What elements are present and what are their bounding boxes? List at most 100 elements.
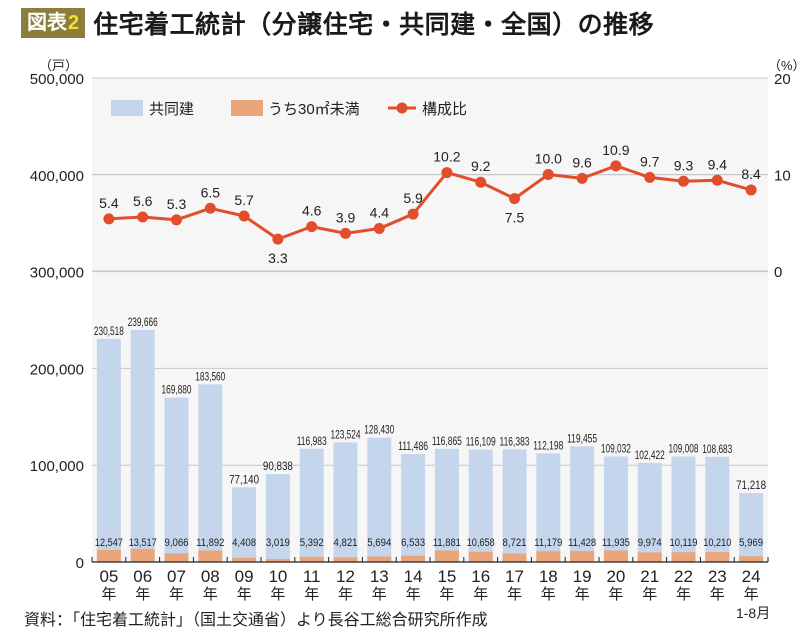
ratio-label: 9.3 <box>674 157 694 173</box>
x-tick-label: 21 <box>640 567 659 586</box>
ratio-point <box>711 174 723 186</box>
bar-small-label: 12,547 <box>95 537 123 549</box>
x-tick-suffix: 年 <box>338 586 353 603</box>
bar-total <box>739 493 764 562</box>
bar-total <box>536 453 561 562</box>
bar-total <box>130 330 155 562</box>
bar-total <box>232 487 257 562</box>
legend-swatch-small <box>231 100 263 116</box>
ratio-point <box>576 172 588 184</box>
left-axis-tick-label: 500,000 <box>30 71 84 88</box>
bar-total <box>299 448 324 562</box>
ratio-point <box>373 223 385 235</box>
x-tick-label: 20 <box>606 567 625 586</box>
x-tick-suffix: 年 <box>372 586 387 603</box>
ratio-point <box>238 210 250 222</box>
ratio-label: 5.6 <box>133 193 153 209</box>
x-last-category-note: 1-8月 <box>736 605 770 621</box>
bar-small <box>265 559 290 562</box>
legend-label-small: うち30㎡未満 <box>268 101 360 118</box>
ratio-point <box>745 184 757 196</box>
x-tick-label: 11 <box>303 567 321 586</box>
x-tick-label: 13 <box>370 567 389 586</box>
bar-total-label: 109,032 <box>601 441 631 455</box>
x-tick-suffix: 年 <box>710 586 725 603</box>
ratio-point <box>644 171 656 183</box>
bar-small <box>198 550 223 562</box>
ratio-label: 9.7 <box>640 153 660 169</box>
bar-small-label: 11,179 <box>534 537 562 549</box>
bar-total <box>603 456 628 562</box>
x-tick-suffix: 年 <box>237 586 252 603</box>
ratio-label: 6.5 <box>201 184 221 200</box>
legend-label-ratio: 構成比 <box>422 101 467 118</box>
bar-total-label: 169,880 <box>162 383 192 397</box>
bar-small-label: 9,974 <box>638 537 662 549</box>
bar-small-label: 10,210 <box>703 537 731 549</box>
ratio-label: 9.4 <box>708 156 728 172</box>
ratio-point <box>137 211 149 223</box>
plot-background <box>92 78 768 562</box>
ratio-label: 10.9 <box>602 142 629 158</box>
bar-small <box>130 548 155 562</box>
x-tick-suffix: 年 <box>439 586 454 603</box>
bar-total-label: 71,218 <box>736 478 766 492</box>
ratio-label: 8.4 <box>741 166 761 182</box>
figure-badge-label: 図表 <box>27 12 67 34</box>
x-tick-label: 23 <box>708 567 727 586</box>
right-axis-unit: （%） <box>768 58 806 73</box>
bar-small-label: 8,721 <box>503 537 527 549</box>
bar-total-label: 239,666 <box>128 315 158 329</box>
bar-total-label: 116,865 <box>432 434 462 448</box>
x-tick-suffix: 年 <box>473 586 488 603</box>
bar-total-label: 77,140 <box>229 472 259 486</box>
bar-total-label: 116,983 <box>297 434 327 448</box>
bar-small <box>705 552 730 562</box>
bar-small <box>299 556 324 562</box>
x-tick-label: 10 <box>268 567 287 586</box>
bar-total-label: 183,560 <box>195 369 225 383</box>
legend-swatch-marker <box>396 102 408 114</box>
bar-total <box>705 456 730 562</box>
ratio-point <box>678 175 689 187</box>
source-note: 資料：「住宅着工統計」（国土交通省）より長谷工総合研究所作成 <box>24 612 488 629</box>
x-tick-suffix: 年 <box>270 586 285 603</box>
x-tick-label: 05 <box>99 567 118 586</box>
x-tick-label: 12 <box>336 567 355 586</box>
legend-swatch-total <box>111 100 143 116</box>
bar-total-label: 230,518 <box>94 324 124 338</box>
ratio-label: 7.5 <box>505 210 525 226</box>
bar-total <box>198 384 223 562</box>
ratio-point <box>509 193 520 205</box>
bar-small-label: 11,428 <box>568 537 596 549</box>
bar-small <box>96 549 121 562</box>
bar-small <box>468 551 493 562</box>
left-axis-tick-label: 300,000 <box>30 265 84 282</box>
bar-total <box>637 462 662 562</box>
ratio-label: 10.0 <box>535 151 562 167</box>
x-tick-suffix: 年 <box>575 586 590 603</box>
x-tick-suffix: 年 <box>744 586 759 603</box>
ratio-label: 5.4 <box>99 195 119 211</box>
ratio-point <box>542 169 554 180</box>
ratio-point <box>103 213 115 225</box>
ratio-point <box>306 221 318 233</box>
x-tick-suffix: 年 <box>304 586 319 603</box>
ratio-point <box>272 233 284 245</box>
x-tick-label: 14 <box>404 567 423 586</box>
x-tick-suffix: 年 <box>507 586 522 603</box>
x-tick-label: 07 <box>167 567 186 586</box>
bar-total-label: 128,430 <box>364 423 394 437</box>
bar-small-label: 11,881 <box>433 537 461 549</box>
bar-small-label: 13,517 <box>129 537 157 549</box>
bar-total-label: 108,683 <box>702 442 732 456</box>
x-tick-label: 09 <box>235 567 254 586</box>
x-tick-label: 15 <box>437 567 456 586</box>
bar-small-label: 5,969 <box>739 537 763 549</box>
bar-small-label: 5,694 <box>367 537 391 549</box>
x-tick-suffix: 年 <box>101 586 116 603</box>
right-axis-tick-label: 20 <box>774 71 791 88</box>
bar-small-label: 11,892 <box>196 537 224 549</box>
x-tick-label: 17 <box>505 567 524 586</box>
